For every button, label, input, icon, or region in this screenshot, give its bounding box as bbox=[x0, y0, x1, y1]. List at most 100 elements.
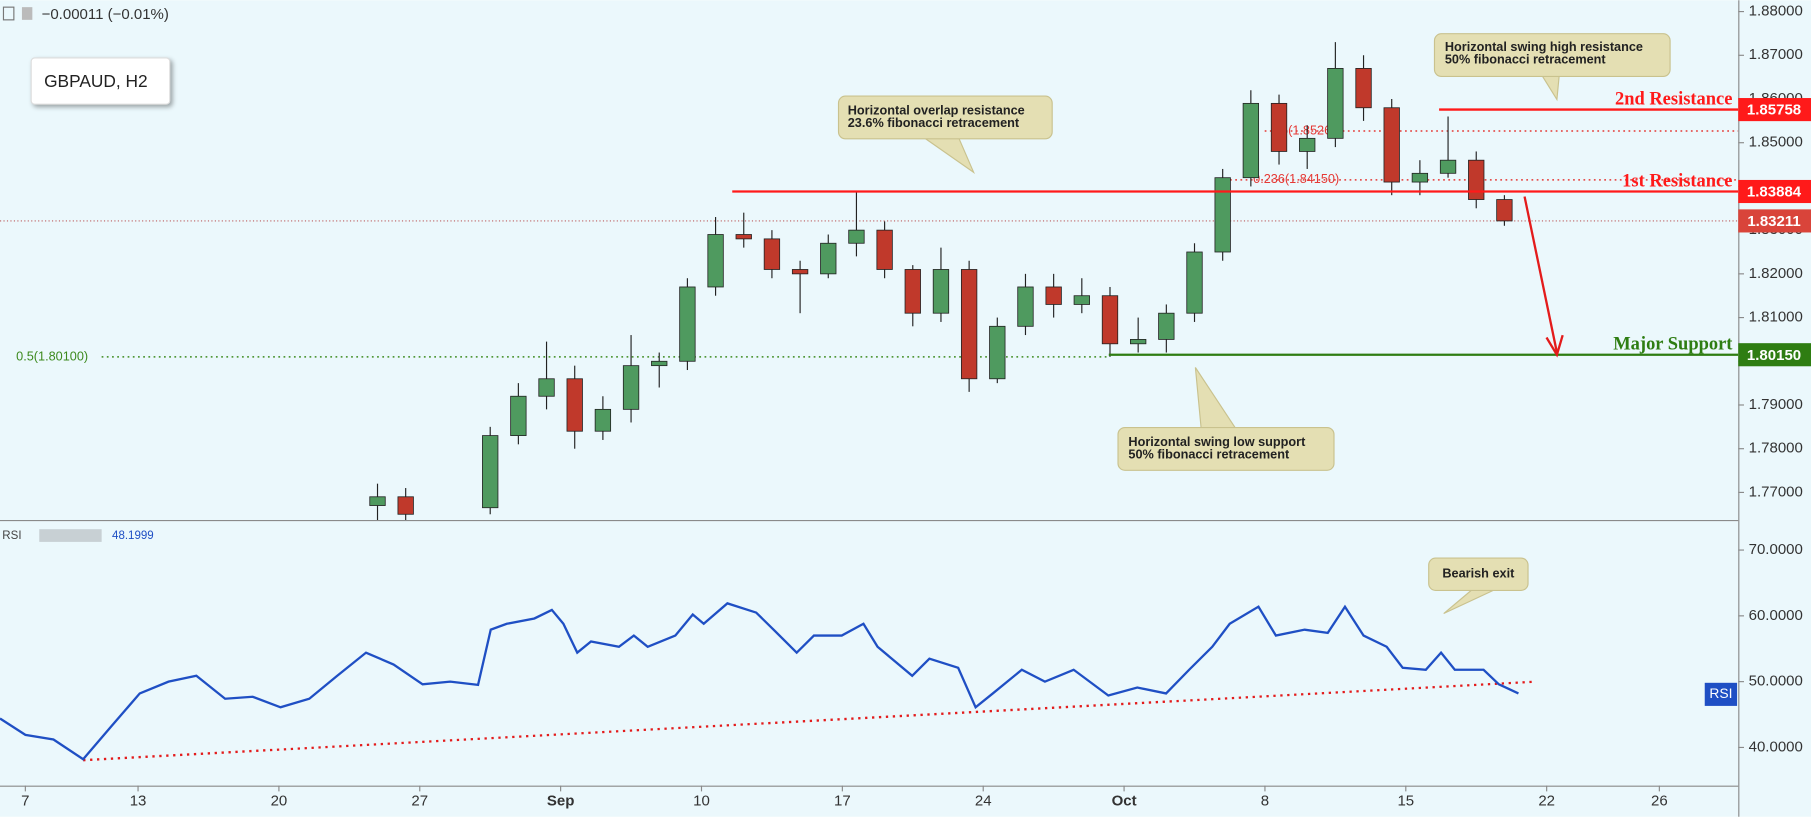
level-name: 1st Resistance bbox=[1622, 170, 1732, 190]
callout: Bearish exit bbox=[1428, 557, 1529, 615]
candle-body bbox=[1017, 286, 1034, 327]
arrow bbox=[1523, 196, 1559, 353]
candle bbox=[1383, 99, 1400, 196]
candle bbox=[679, 278, 696, 371]
x-tick-label: 24 bbox=[975, 793, 992, 810]
candle-body bbox=[960, 269, 978, 380]
candle-body bbox=[622, 365, 640, 410]
candle-body bbox=[482, 435, 499, 509]
callout: Horizontal swing low support 50% fibonac… bbox=[1117, 367, 1335, 471]
symbol-box bbox=[30, 57, 171, 105]
candle-body bbox=[1270, 102, 1288, 152]
candle bbox=[820, 234, 837, 279]
rsi-line bbox=[0, 602, 1519, 761]
x-tick-label: 7 bbox=[21, 793, 29, 810]
candle-body bbox=[1468, 159, 1485, 200]
candle bbox=[791, 260, 809, 314]
candle bbox=[622, 335, 640, 423]
callout-text: 23.6% fibonacci retracement bbox=[848, 116, 1020, 130]
candle-body bbox=[1383, 107, 1400, 183]
candle-body bbox=[1130, 339, 1147, 345]
callout-text: 50% fibonacci retracement bbox=[1128, 448, 1290, 462]
candle-body bbox=[1242, 102, 1260, 179]
candle bbox=[1411, 160, 1429, 196]
candle bbox=[594, 396, 612, 440]
legend-label: RSI bbox=[1709, 685, 1732, 701]
candle bbox=[1270, 94, 1288, 165]
x-tick-label: 20 bbox=[271, 793, 288, 810]
collapse-icon[interactable] bbox=[2, 6, 15, 21]
axes: 1.770001.780001.790001.800001.810001.820… bbox=[21, 3, 1811, 810]
candle bbox=[1439, 116, 1457, 178]
candle-body bbox=[538, 378, 555, 397]
candle-body bbox=[566, 378, 583, 432]
x-tick-label: 15 bbox=[1397, 793, 1414, 810]
y-tick-label: 40.0000 bbox=[1749, 738, 1803, 755]
fib-label: 0.236(1.84150) bbox=[1253, 172, 1339, 186]
candle bbox=[904, 265, 921, 327]
candle bbox=[763, 230, 781, 279]
candle bbox=[876, 221, 893, 279]
candle bbox=[1073, 278, 1090, 314]
candle bbox=[538, 341, 555, 410]
candle-body bbox=[1101, 295, 1119, 345]
rsi-title: RSI bbox=[2, 530, 21, 542]
candle bbox=[369, 483, 386, 520]
level-tag-label: 1.80150 bbox=[1747, 347, 1801, 364]
candle-body bbox=[707, 234, 724, 288]
candle bbox=[960, 260, 978, 392]
chart-title: GBPAUD, H2 bbox=[44, 71, 148, 91]
candle-body bbox=[1327, 68, 1344, 139]
x-tick-label: 27 bbox=[411, 793, 428, 810]
candle-body bbox=[1045, 286, 1062, 305]
candle-body bbox=[510, 395, 527, 436]
candle-body bbox=[1439, 159, 1457, 174]
level-name: 2nd Resistance bbox=[1615, 89, 1733, 109]
y-tick-label: 1.87000 bbox=[1749, 46, 1803, 63]
y-tick-label: 1.85000 bbox=[1749, 134, 1803, 151]
indicator-buttons[interactable] bbox=[39, 529, 102, 542]
fib-label: 0.5(1.80100) bbox=[16, 349, 88, 363]
y-tick-label: 70.0000 bbox=[1749, 541, 1803, 558]
candle-body bbox=[989, 325, 1006, 380]
x-tick-label: 17 bbox=[834, 793, 851, 810]
callout-text: Horizontal overlap resistance bbox=[848, 103, 1025, 117]
rsi-last-value: 48.1999 bbox=[112, 530, 154, 542]
candle bbox=[1468, 151, 1485, 209]
candle-body bbox=[1186, 251, 1203, 314]
candle-body bbox=[820, 242, 837, 275]
candle-body bbox=[1299, 137, 1316, 152]
x-tick-label: Oct bbox=[1112, 793, 1137, 810]
candle-body bbox=[1214, 177, 1231, 253]
candle bbox=[1130, 317, 1147, 353]
candle-body bbox=[1496, 199, 1513, 222]
last-price-label: 1.83211 bbox=[1747, 213, 1800, 230]
callout-text: Horizontal swing high resistance bbox=[1445, 40, 1643, 54]
rsi-pane bbox=[0, 602, 1537, 762]
x-tick-label: 10 bbox=[693, 793, 710, 810]
candle bbox=[707, 217, 724, 296]
candle bbox=[1186, 243, 1203, 322]
candle bbox=[397, 488, 414, 520]
candle-body bbox=[1411, 172, 1429, 183]
y-tick-label: 1.88000 bbox=[1749, 3, 1803, 20]
x-tick-label: Sep bbox=[547, 793, 575, 810]
candle-body bbox=[1355, 68, 1372, 109]
candle bbox=[1017, 273, 1034, 336]
candle bbox=[510, 383, 527, 445]
candle-body bbox=[369, 496, 386, 506]
candle-body bbox=[1158, 312, 1175, 340]
callout-text: 50% fibonacci retracement bbox=[1445, 53, 1607, 67]
callout-text: Horizontal swing low support bbox=[1128, 435, 1306, 449]
x-tick-label: 26 bbox=[1651, 793, 1668, 810]
x-tick-label: 13 bbox=[130, 793, 147, 810]
x-tick-label: 22 bbox=[1538, 793, 1555, 810]
candle-body bbox=[791, 269, 809, 275]
x-tick-label: 8 bbox=[1261, 793, 1269, 810]
candle bbox=[482, 426, 499, 515]
arrow-head bbox=[1545, 334, 1564, 358]
candle bbox=[1101, 286, 1119, 357]
candle bbox=[1355, 55, 1372, 121]
level-name: Major Support bbox=[1613, 334, 1733, 354]
